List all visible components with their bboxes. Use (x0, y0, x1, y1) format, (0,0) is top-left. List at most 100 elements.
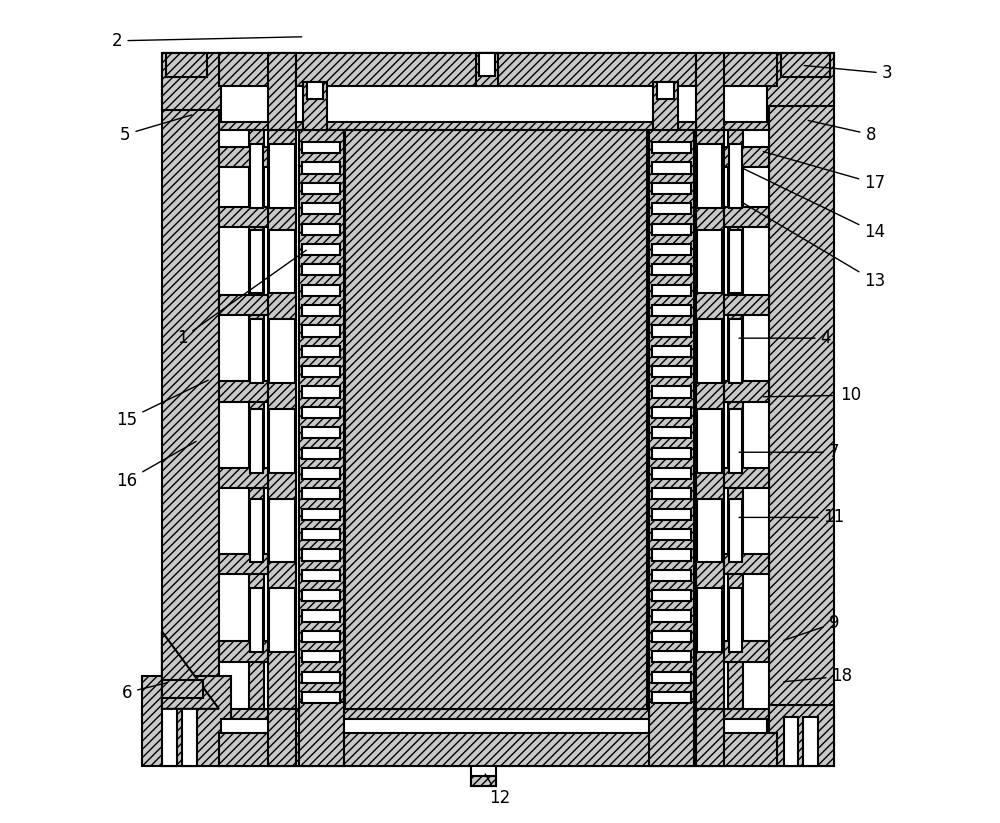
Bar (652, 427, 691, 439)
Bar (250, 230, 263, 293)
Bar (652, 529, 691, 540)
Bar (724, 467, 769, 488)
Bar (302, 285, 340, 295)
Text: 6: 6 (122, 682, 167, 701)
Text: 2: 2 (112, 32, 302, 50)
Bar (744, 53, 834, 106)
Bar (729, 499, 742, 562)
Bar (302, 570, 340, 581)
Bar (652, 692, 691, 703)
Bar (696, 53, 724, 130)
Text: 4: 4 (739, 329, 831, 347)
Bar (724, 207, 769, 227)
Bar (652, 570, 691, 581)
Bar (219, 295, 268, 315)
Bar (302, 468, 340, 479)
Bar (476, 53, 498, 86)
Bar (652, 183, 691, 194)
Bar (724, 554, 769, 574)
Bar (302, 264, 340, 276)
Bar (302, 651, 340, 663)
Bar (652, 509, 691, 520)
Bar (471, 766, 496, 786)
Bar (728, 130, 743, 709)
Bar (142, 677, 231, 766)
Bar (302, 590, 340, 602)
Bar (302, 366, 340, 377)
Bar (219, 146, 268, 167)
Bar (219, 381, 268, 402)
Bar (302, 203, 340, 214)
Bar (652, 366, 691, 377)
Text: 5: 5 (120, 115, 192, 143)
Bar (182, 693, 197, 766)
Bar (652, 468, 691, 479)
Bar (302, 224, 340, 235)
Text: 10: 10 (763, 386, 861, 404)
Bar (696, 709, 724, 766)
Bar (652, 631, 691, 642)
Bar (302, 509, 340, 520)
Bar (268, 130, 296, 709)
Bar (162, 53, 219, 766)
Bar (729, 230, 742, 293)
Bar (652, 244, 691, 255)
Bar (269, 230, 295, 293)
Bar (479, 53, 495, 76)
Bar (269, 409, 295, 472)
Bar (471, 776, 496, 786)
Bar (303, 81, 327, 130)
Bar (302, 550, 340, 560)
Bar (219, 467, 268, 488)
Bar (769, 53, 834, 766)
Bar (302, 142, 340, 153)
Bar (652, 346, 691, 357)
Text: 3: 3 (804, 64, 892, 82)
Bar (299, 702, 344, 766)
Bar (268, 709, 296, 766)
Bar (269, 144, 295, 208)
Bar (652, 488, 691, 500)
Bar (652, 550, 691, 560)
Bar (724, 146, 769, 167)
Bar (652, 590, 691, 602)
Text: 14: 14 (743, 169, 885, 241)
Bar (652, 305, 691, 316)
Bar (697, 319, 722, 383)
Bar (302, 529, 340, 540)
Bar (784, 717, 798, 766)
Bar (299, 130, 344, 709)
Bar (729, 588, 742, 652)
Bar (697, 230, 722, 293)
Bar (724, 381, 769, 402)
Bar (781, 53, 830, 77)
Bar (652, 325, 691, 337)
Bar (162, 693, 177, 766)
Text: 16: 16 (116, 441, 196, 490)
Text: 1: 1 (177, 250, 306, 347)
Bar (221, 719, 767, 765)
Bar (302, 488, 340, 500)
Bar (652, 387, 691, 398)
Bar (652, 162, 691, 174)
Bar (696, 130, 724, 709)
Bar (652, 203, 691, 214)
Bar (302, 407, 340, 418)
Bar (697, 409, 722, 472)
Bar (649, 702, 694, 766)
Text: 11: 11 (739, 509, 845, 527)
Bar (652, 611, 691, 621)
Text: 7: 7 (739, 444, 839, 461)
Bar (250, 499, 263, 562)
Bar (724, 295, 769, 315)
Bar (697, 588, 722, 652)
Text: 8: 8 (808, 120, 876, 143)
Bar (219, 709, 769, 766)
Bar (649, 130, 694, 709)
Bar (724, 641, 769, 662)
Bar (302, 387, 340, 398)
Bar (250, 588, 263, 652)
Text: 18: 18 (784, 667, 853, 686)
Bar (269, 319, 295, 383)
Bar (302, 183, 340, 194)
